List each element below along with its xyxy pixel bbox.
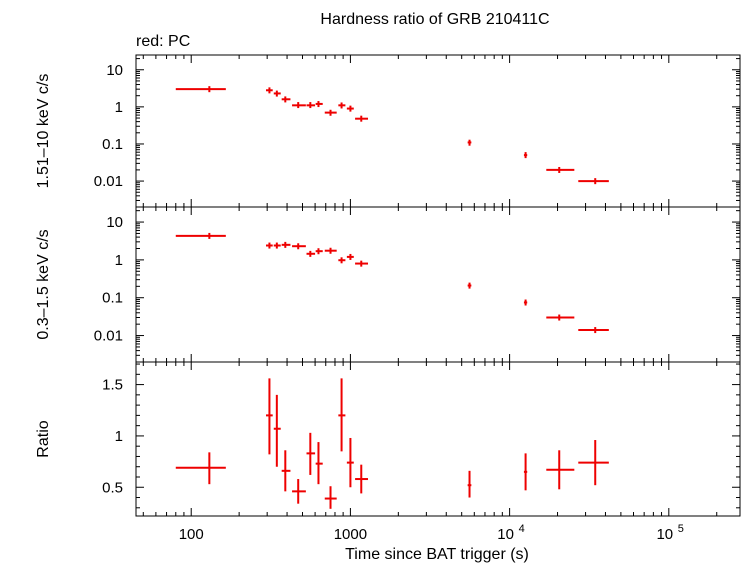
y-tick-label: 0.1 bbox=[102, 290, 123, 307]
data-point bbox=[467, 282, 472, 289]
chart-title: Hardness ratio of GRB 210411C bbox=[320, 11, 549, 28]
data-point bbox=[273, 242, 281, 249]
data-point bbox=[546, 314, 575, 321]
data-point bbox=[292, 479, 306, 504]
x-axis-label: Time since BAT trigger (s) bbox=[345, 546, 529, 563]
data-point bbox=[266, 378, 273, 455]
data-point bbox=[306, 102, 316, 109]
y-tick-label: 1 bbox=[115, 428, 123, 445]
plot-frame bbox=[135, 206, 741, 363]
data-point bbox=[324, 109, 337, 116]
x-tick-label: 1000 bbox=[334, 526, 367, 543]
legend-note: red: PC bbox=[136, 33, 190, 50]
data-point bbox=[467, 470, 472, 498]
data-point bbox=[355, 260, 369, 267]
x-tick-label: 100 bbox=[179, 526, 204, 543]
y-tick-label: 1 bbox=[115, 99, 123, 116]
y-tick-label: 1.5 bbox=[102, 377, 123, 394]
data-point bbox=[467, 139, 472, 146]
data-point bbox=[578, 178, 609, 185]
panel-ratio: 1.5 1 0.5 Ratio bbox=[35, 361, 741, 517]
y-tick-label: 10 bbox=[106, 214, 123, 231]
y-tick-label: 10 bbox=[106, 62, 123, 79]
data-point bbox=[346, 105, 354, 112]
data-point bbox=[355, 464, 369, 494]
data-point bbox=[292, 243, 306, 250]
y-tick-label: 0.1 bbox=[102, 136, 123, 153]
panel-soft: 10 1 0.1 0.01 0.3–1.5 keV c/s bbox=[35, 206, 741, 363]
data-point bbox=[578, 440, 609, 486]
data-point bbox=[306, 250, 316, 257]
data-point bbox=[324, 247, 337, 254]
data-point bbox=[175, 452, 226, 485]
x-tick-label-exponent: 4 bbox=[519, 523, 525, 535]
data-point bbox=[338, 102, 346, 109]
plot-frame bbox=[135, 361, 741, 517]
y-tick-label: 0.5 bbox=[102, 479, 123, 496]
data-point bbox=[315, 442, 323, 485]
y-axis-label: 1.51–10 keV c/s bbox=[35, 74, 52, 189]
data-point bbox=[273, 394, 281, 467]
data-point bbox=[546, 450, 575, 490]
plot-frame bbox=[135, 54, 741, 208]
data-point bbox=[175, 86, 226, 93]
data-point bbox=[306, 432, 316, 475]
data-point bbox=[266, 242, 273, 249]
data-point bbox=[546, 166, 575, 173]
data-point bbox=[578, 327, 609, 334]
data-point bbox=[324, 486, 337, 509]
data-point bbox=[523, 453, 528, 491]
data-point bbox=[273, 90, 281, 97]
data-point bbox=[338, 257, 346, 264]
data-point bbox=[315, 248, 323, 255]
y-tick-label: 0.01 bbox=[94, 328, 123, 345]
data-point bbox=[266, 87, 273, 94]
data-point bbox=[175, 232, 226, 239]
y-axis-label: 0.3–1.5 keV c/s bbox=[35, 229, 52, 339]
data-point bbox=[281, 450, 291, 492]
x-tick-label: 10 bbox=[497, 526, 514, 543]
data-point bbox=[281, 96, 291, 103]
panels: 10 1 0.1 0.01 1.51–10 keV c/s 10 1 0.1 0.01 0.3–1… bbox=[35, 54, 741, 543]
y-tick-label: 0.01 bbox=[94, 173, 123, 190]
x-tick-label: 10 bbox=[656, 526, 673, 543]
data-point bbox=[523, 152, 528, 159]
data-point bbox=[346, 253, 354, 260]
data-point bbox=[292, 102, 306, 109]
x-tick-label-exponent: 5 bbox=[678, 523, 684, 535]
y-axis-label: Ratio bbox=[35, 420, 52, 457]
data-point bbox=[346, 437, 354, 488]
data-point bbox=[523, 299, 528, 306]
y-tick-label: 1 bbox=[115, 252, 123, 269]
data-point bbox=[338, 378, 346, 452]
panel-hard: 10 1 0.1 0.01 1.51–10 keV c/s bbox=[35, 54, 741, 208]
data-point bbox=[281, 241, 291, 248]
data-point bbox=[315, 101, 323, 108]
data-point bbox=[355, 115, 369, 122]
